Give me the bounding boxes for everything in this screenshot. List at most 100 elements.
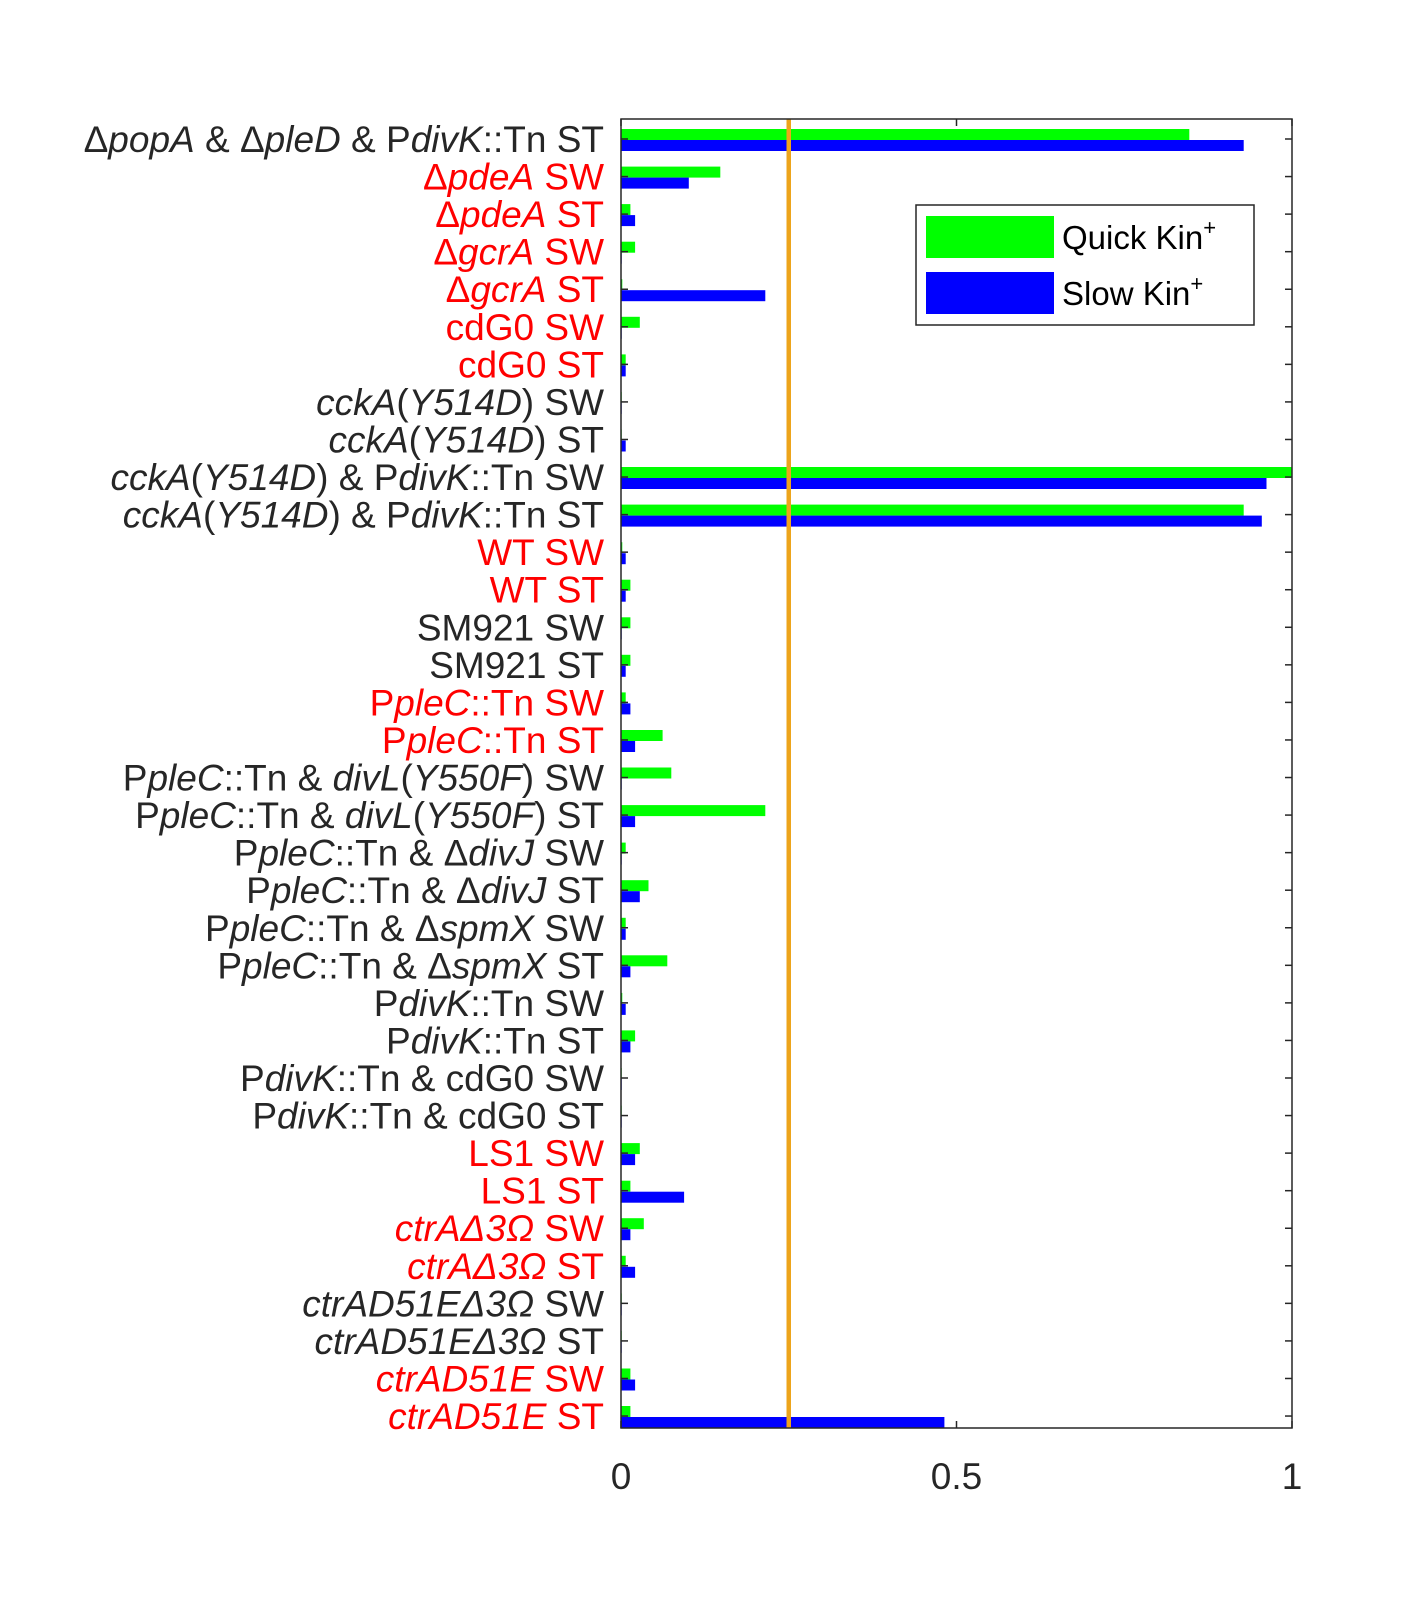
y-tick-label-31: ctrAD51EΔ3Ω SW <box>302 1283 604 1324</box>
bar-slow-23 <box>621 1003 626 1015</box>
y-tick-label-26: PdivK::Tn & cdG0 ST <box>252 1096 604 1137</box>
bar-slow-6 <box>621 365 626 377</box>
bar-slow-24 <box>621 1041 631 1053</box>
bar-quick-20 <box>621 880 649 892</box>
bar-slow-33 <box>621 1379 636 1391</box>
y-tick-label-33: ctrAD51E SW <box>376 1358 604 1399</box>
x-axis: 0 0.5 1 <box>611 119 1303 1497</box>
bar-quick-9 <box>621 467 1292 478</box>
y-tick-label-4: ΔgcrA ST <box>446 269 604 310</box>
y-tick-label-25: PdivK::Tn & cdG0 SW <box>240 1058 604 1099</box>
bar-quick-22 <box>621 955 668 967</box>
bar-slow-4 <box>621 290 766 302</box>
bar-slow-27 <box>621 1154 636 1166</box>
legend-swatch-1 <box>926 272 1054 314</box>
bar-quick-27 <box>621 1143 640 1155</box>
bar-quick-2 <box>621 204 631 216</box>
bars-layer <box>621 129 1292 1428</box>
bar-slow-22 <box>621 966 631 978</box>
bar-slow-9 <box>621 478 1267 489</box>
y-tick-label-14: SM921 ST <box>429 645 604 686</box>
bar-slow-34 <box>621 1417 945 1428</box>
y-tick-label-34: ctrAD51E ST <box>388 1396 604 1437</box>
bar-slow-21 <box>621 928 626 940</box>
legend: Quick Kin+ Slow Kin+ <box>915 204 1255 326</box>
y-tick-label-7: cckA(Y514D) SW <box>316 382 604 423</box>
bar-slow-11 <box>621 553 626 565</box>
y-tick-label-20: PpleC::Tn & ΔdivJ ST <box>246 870 604 911</box>
y-tick-label-18: PpleC::Tn & divL(Y550F) ST <box>135 795 604 836</box>
bar-quick-16 <box>621 730 663 741</box>
bar-quick-30 <box>621 1255 626 1267</box>
bar-slow-29 <box>621 1229 631 1241</box>
bar-slow-14 <box>621 665 626 677</box>
legend-swatch-0 <box>926 216 1054 258</box>
bar-quick-10 <box>621 504 1244 516</box>
bar-slow-2 <box>621 215 636 227</box>
bar-slow-28 <box>621 1191 685 1203</box>
bar-slow-8 <box>621 440 626 452</box>
y-tick-label-19: PpleC::Tn & ΔdivJ SW <box>234 833 604 874</box>
bar-quick-18 <box>621 805 766 817</box>
bar-quick-5 <box>621 316 640 328</box>
bar-slow-1 <box>621 177 689 189</box>
bar-quick-33 <box>621 1368 631 1380</box>
bar-quick-12 <box>621 579 631 591</box>
y-tick-label-3: ΔgcrA SW <box>433 232 604 273</box>
y-tick-label-17: PpleC::Tn & divL(Y550F) SW <box>123 758 604 799</box>
y-tick-label-21: PpleC::Tn & ΔspmX SW <box>205 908 604 949</box>
y-tick-label-13: SM921 SW <box>417 607 604 648</box>
y-tick-label-23: PdivK::Tn SW <box>374 983 604 1024</box>
y-tick-label-2: ΔpdeA ST <box>435 194 604 235</box>
bar-quick-0 <box>621 129 1190 140</box>
bar-quick-15 <box>621 692 626 704</box>
y-tick-label-29: ctrAΔ3Ω SW <box>395 1208 604 1249</box>
bar-slow-20 <box>621 891 640 903</box>
bar-quick-24 <box>621 1030 636 1042</box>
y-tick-label-6: cdG0 ST <box>458 344 604 385</box>
y-tick-label-0: ΔpopA & ΔpleD & PdivK::Tn ST <box>84 119 604 160</box>
bar-quick-14 <box>621 654 631 666</box>
y-tick-label-24: PdivK::Tn ST <box>386 1020 604 1061</box>
x-tick-label-2: 1 <box>1282 1456 1303 1497</box>
y-tick-label-11: WT SW <box>477 532 604 573</box>
bar-slow-16 <box>621 741 636 752</box>
bar-quick-1 <box>621 166 721 178</box>
y-tick-label-12: WT ST <box>490 570 604 611</box>
legend-label-0: Quick Kin+ <box>1062 215 1216 256</box>
bar-quick-3 <box>621 241 636 253</box>
y-tick-label-9: cckA(Y514D) & PdivK::Tn SW <box>110 457 604 498</box>
bar-slow-30 <box>621 1266 636 1278</box>
y-tick-label-1: ΔpdeA SW <box>423 157 604 198</box>
bar-slow-15 <box>621 703 631 715</box>
y-tick-label-15: PpleC::Tn SW <box>370 682 604 723</box>
bar-slow-10 <box>621 515 1262 527</box>
legend-label-1: Slow Kin+ <box>1062 271 1203 312</box>
bar-quick-28 <box>621 1180 631 1192</box>
bar-quick-17 <box>621 767 672 779</box>
bar-quick-34 <box>621 1406 631 1417</box>
y-tick-label-8: cckA(Y514D) ST <box>328 419 604 460</box>
y-tick-label-27: LS1 SW <box>468 1133 604 1174</box>
plot-area <box>621 119 1292 1428</box>
bar-slow-18 <box>621 816 636 828</box>
y-tick-label-30: ctrAΔ3Ω ST <box>407 1246 604 1287</box>
bar-quick-6 <box>621 354 626 366</box>
bar-quick-19 <box>621 842 626 854</box>
y-tick-label-22: PpleC::Tn & ΔspmX ST <box>217 945 604 986</box>
y-tick-label-10: cckA(Y514D) & PdivK::Tn ST <box>123 495 604 536</box>
bar-slow-0 <box>621 140 1244 151</box>
bar-quick-13 <box>621 617 631 629</box>
y-tick-label-16: PpleC::Tn ST <box>382 720 604 761</box>
x-tick-label-0: 0 <box>611 1456 632 1497</box>
y-tick-label-28: LS1 ST <box>481 1171 604 1212</box>
y-tick-label-32: ctrAD51EΔ3Ω ST <box>315 1321 604 1362</box>
x-tick-label-1: 0.5 <box>931 1456 982 1497</box>
bar-quick-29 <box>621 1218 644 1230</box>
bar-quick-21 <box>621 917 626 929</box>
bar-slow-12 <box>621 590 626 602</box>
y-tick-label-5: cdG0 SW <box>446 307 604 348</box>
y-ticks-layer <box>621 138 1292 1417</box>
